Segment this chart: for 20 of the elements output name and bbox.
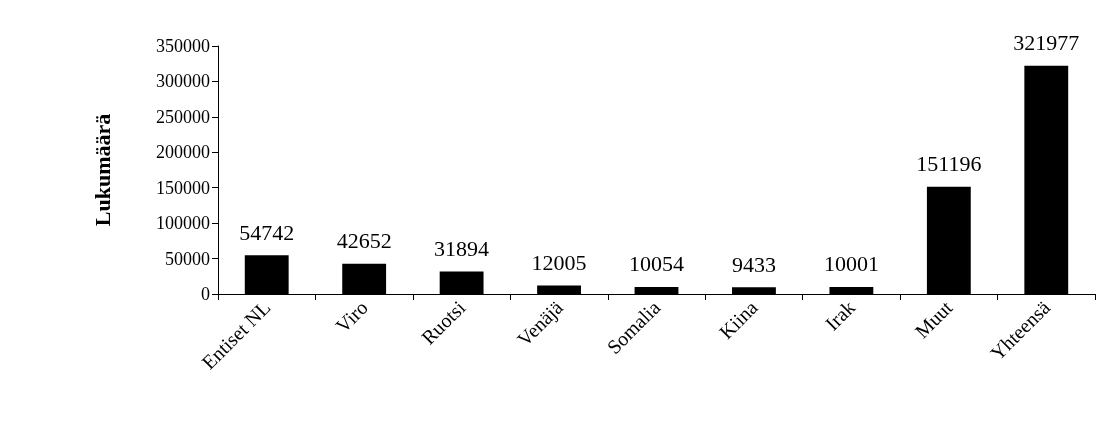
data-label: 42652 (336, 228, 392, 254)
y-tick-label: 100000 (156, 213, 210, 234)
data-label: 10001 (823, 251, 879, 277)
x-tick-label: Irak (820, 296, 860, 335)
data-label: 31894 (434, 235, 490, 261)
y-tick-label: 150000 (156, 177, 210, 198)
data-label: 54742 (239, 219, 295, 245)
y-tick-label: 250000 (156, 106, 210, 127)
y-tick-label: 50000 (165, 248, 210, 269)
y-tick-label: 0 (201, 284, 210, 304)
data-label: 12005 (531, 249, 587, 275)
data-label: 10054 (629, 251, 684, 277)
data-label: 9433 (731, 251, 776, 277)
x-tick-label: Viro (331, 296, 372, 337)
y-tick-label: 200000 (156, 142, 210, 163)
data-label: 151196 (916, 151, 982, 177)
y-tick-label: 350000 (156, 36, 210, 56)
y-tick-label: 300000 (156, 71, 210, 92)
data-label: 321977 (1013, 30, 1080, 56)
y-axis-title: Lukumäärä (89, 113, 115, 227)
